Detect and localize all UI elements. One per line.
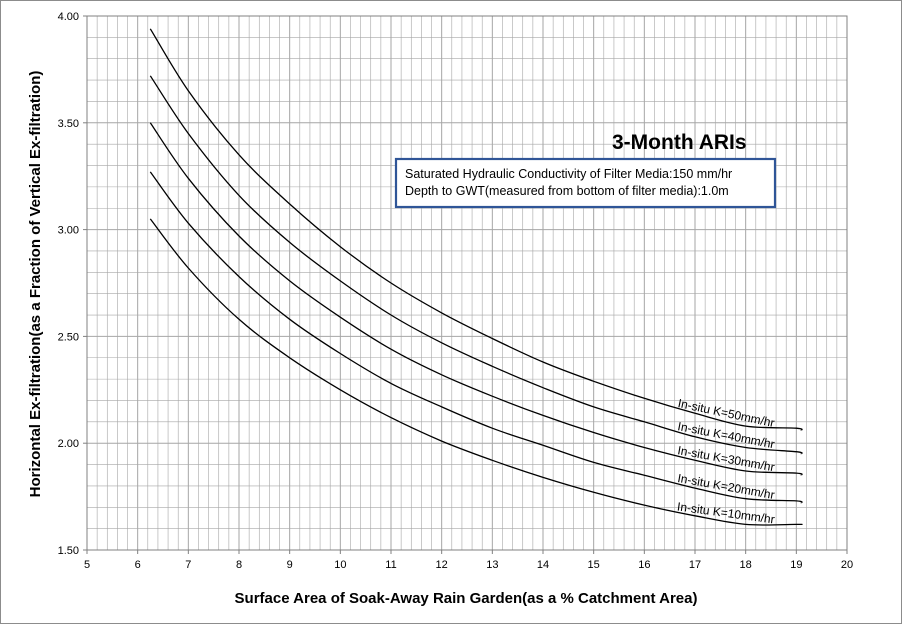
y-tick-label: 4.00: [58, 11, 79, 23]
x-tick-label: 20: [841, 559, 853, 571]
note-box: Saturated Hydraulic Conductivity of Filt…: [394, 157, 777, 209]
x-tick-label: 19: [790, 559, 802, 571]
y-axis-title: Horizontal Ex-filtration(as a Fraction o…: [27, 71, 44, 498]
x-tick-label: 12: [436, 559, 448, 571]
x-tick-label: 15: [588, 559, 600, 571]
y-tick-label: 3.50: [58, 118, 79, 130]
x-tick-label: 9: [287, 559, 293, 571]
x-tick-label: 14: [537, 559, 549, 571]
y-axis-ticks: 1.50 2.00 2.50 3.00 3.50 4.00: [58, 11, 87, 557]
x-tick-label: 11: [385, 559, 396, 571]
x-axis-ticks: 5 6 7 8 9 10 11 12 13 14 15 16 17 18 19 20: [84, 550, 853, 571]
x-tick-label: 6: [135, 559, 141, 571]
series-line-3: [149, 122, 803, 476]
y-tick-label: 2.00: [58, 438, 79, 450]
x-tick-label: 10: [334, 559, 346, 571]
x-tick-label: 5: [84, 559, 90, 571]
note-line-1: Saturated Hydraulic Conductivity of Filt…: [405, 167, 732, 181]
series-lines: [149, 28, 803, 526]
x-tick-label: 17: [689, 559, 701, 571]
series-line-5: [149, 218, 803, 526]
series-line-2: [149, 75, 803, 455]
x-tick-label: 8: [236, 559, 242, 571]
x-tick-label: 13: [486, 559, 498, 571]
plot-area: [86, 15, 848, 551]
series-label-5: In-situ K=10mm/hr: [676, 499, 775, 526]
x-tick-label: 16: [638, 559, 650, 571]
series-line-4: [149, 171, 803, 504]
note-box-border: [394, 157, 777, 209]
grid-lines: [86, 15, 848, 551]
x-tick-label: 18: [740, 559, 752, 571]
x-axis-title: Surface Area of Soak-Away Rain Garden(as…: [235, 590, 698, 607]
y-tick-label: 2.50: [58, 331, 79, 343]
series-line-1: [149, 28, 803, 432]
y-tick-label: 3.00: [58, 225, 79, 237]
x-tick-label: 7: [185, 559, 191, 571]
series-label-4: In-situ K=20mm/hr: [676, 471, 775, 502]
note-line-2: Depth to GWT(measured from bottom of fil…: [405, 184, 729, 198]
y-tick-label: 1.50: [58, 545, 79, 557]
chart-title: 3-Month ARIs: [612, 131, 747, 154]
